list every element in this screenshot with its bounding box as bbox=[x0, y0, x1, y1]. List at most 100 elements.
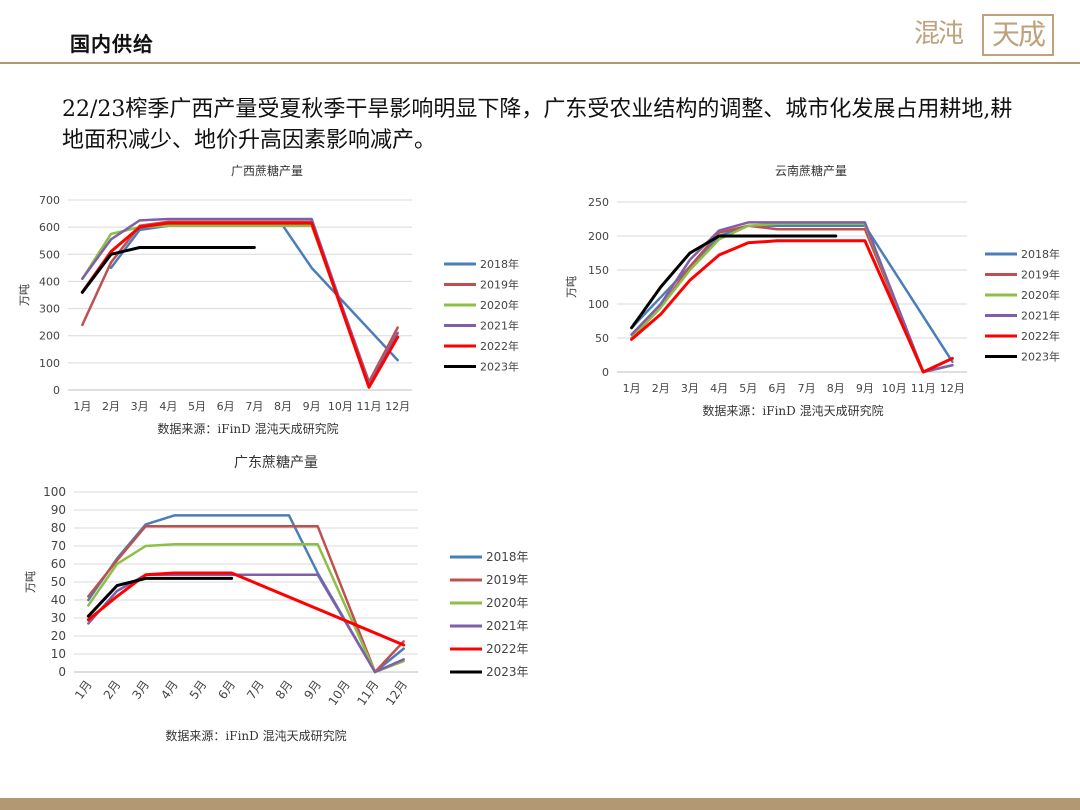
x-tick-label: 12月 bbox=[940, 382, 965, 395]
series-line-2023年 bbox=[86, 576, 234, 618]
x-tick-label: 1月 bbox=[72, 678, 95, 702]
chart-title: 云南蔗糖产量 bbox=[775, 163, 847, 178]
guangxi-sugar-chart: 广西蔗糖产量 万吨 0 100 200 300 400 500 600 700 1月 2月 3月 4月 5月… bbox=[18, 160, 530, 440]
x-tick-label: 7月 bbox=[244, 678, 267, 702]
x-tick-label: 11月 bbox=[354, 678, 381, 708]
x-tick-label: 1月 bbox=[623, 382, 641, 395]
x-tick-label: 8月 bbox=[274, 400, 292, 413]
y-tick-label: 300 bbox=[39, 303, 60, 316]
x-tick-label: 3月 bbox=[129, 678, 152, 702]
x-tick-label: 9月 bbox=[303, 400, 321, 413]
y-tick-label: 500 bbox=[39, 248, 60, 261]
legend-label: 2021年 bbox=[480, 319, 519, 333]
series-line-2023年 bbox=[630, 234, 838, 330]
y-tick-label: 10 bbox=[51, 647, 66, 661]
x-tick-label: 5月 bbox=[187, 678, 210, 702]
y-tick-label: 600 bbox=[39, 221, 60, 234]
yunnan-sugar-chart: 云南蔗糖产量 万吨 0 50 100 150 200 250 1月 2月 3月 4月 5月 6月 7月 8月 9… bbox=[565, 160, 1065, 420]
y-tick-label: 0 bbox=[53, 384, 60, 397]
legend-label: 2021年 bbox=[486, 619, 529, 633]
x-tick-label: 2月 bbox=[101, 678, 124, 702]
x-tick-label: 4月 bbox=[710, 382, 728, 395]
x-tick-label: 6月 bbox=[217, 400, 235, 413]
series-line-2022年 bbox=[80, 221, 400, 389]
y-tick-label: 200 bbox=[588, 230, 609, 243]
page-header: 国内供给 混沌 天成 bbox=[0, 0, 1080, 64]
y-tick-label: 0 bbox=[58, 665, 66, 679]
x-tick-label: 3月 bbox=[681, 382, 699, 395]
x-tick-label: 4月 bbox=[158, 678, 181, 702]
legend-label: 2018年 bbox=[486, 550, 529, 564]
legend-label: 2020年 bbox=[480, 298, 519, 312]
x-tick-label: 9月 bbox=[856, 382, 874, 395]
y-axis-label: 万吨 bbox=[24, 571, 37, 593]
legend-label: 2023年 bbox=[486, 665, 529, 679]
page-title: 国内供给 bbox=[70, 32, 154, 56]
y-tick-label: 40 bbox=[51, 593, 66, 607]
legend-label: 2020年 bbox=[1021, 288, 1060, 302]
chart-source: 数据来源：iFinD 混沌天成研究院 bbox=[702, 403, 883, 418]
legend-label: 2022年 bbox=[480, 339, 519, 353]
logo-right-text: 天成 bbox=[982, 14, 1054, 56]
y-tick-label: 60 bbox=[51, 557, 66, 571]
x-tick-label: 10月 bbox=[328, 400, 353, 413]
legend-label: 2019年 bbox=[486, 573, 529, 587]
legend-label: 2021年 bbox=[1021, 309, 1060, 323]
y-tick-label: 250 bbox=[588, 196, 609, 209]
y-axis-label: 万吨 bbox=[565, 276, 578, 298]
y-axis-label: 万吨 bbox=[18, 284, 31, 306]
x-tick-label: 10月 bbox=[882, 382, 907, 395]
x-tick-label: 7月 bbox=[245, 400, 263, 413]
series-line-2019年 bbox=[87, 524, 405, 674]
header-divider bbox=[0, 62, 1080, 64]
series-line-2019年 bbox=[81, 220, 399, 384]
x-tick-label: 3月 bbox=[131, 400, 149, 413]
y-tick-label: 20 bbox=[51, 629, 66, 643]
x-tick-label: 10月 bbox=[326, 678, 353, 708]
chart-title: 广东蔗糖产量 bbox=[234, 455, 318, 471]
x-tick-label: 8月 bbox=[273, 678, 296, 702]
y-tick-label: 30 bbox=[51, 611, 66, 625]
series-line-2023年 bbox=[80, 246, 256, 294]
x-tick-label: 1月 bbox=[73, 400, 91, 413]
x-tick-label: 8月 bbox=[827, 382, 845, 395]
legend-label: 2023年 bbox=[480, 360, 519, 374]
legend-label: 2023年 bbox=[1021, 350, 1060, 364]
series-line-2022年 bbox=[86, 571, 406, 647]
x-tick-label: 11月 bbox=[357, 400, 382, 413]
y-tick-label: 100 bbox=[39, 357, 60, 370]
y-tick-label: 50 bbox=[51, 575, 66, 589]
logo-left-text: 混沌 bbox=[914, 19, 964, 49]
intro-paragraph: 22/23榨季广西产量受夏秋季干旱影响明显下降，广东受农业结构的调整、城市化发展… bbox=[62, 97, 1013, 153]
legend-label: 2022年 bbox=[486, 642, 529, 656]
x-tick-label: 6月 bbox=[215, 678, 238, 702]
x-tick-label: 5月 bbox=[188, 400, 206, 413]
series-line-2020年 bbox=[630, 222, 954, 374]
x-tick-label: 12月 bbox=[385, 400, 410, 413]
chart-source: 数据来源：iFinD 混沌天成研究院 bbox=[165, 728, 346, 743]
x-tick-label: 12月 bbox=[383, 678, 410, 708]
x-tick-label: 4月 bbox=[159, 400, 177, 413]
series-line-2022年 bbox=[630, 239, 954, 374]
y-tick-label: 150 bbox=[588, 264, 609, 277]
series-line-2020年 bbox=[87, 542, 405, 674]
x-tick-label: 7月 bbox=[798, 382, 816, 395]
y-tick-label: 80 bbox=[51, 521, 66, 535]
footer-bar bbox=[0, 798, 1080, 810]
guangdong-sugar-chart: 广东蔗糖产量 万吨 0 10 20 30 40 50 60 70 80 90 100 1月 2月 3月 4月 5月… bbox=[20, 450, 540, 750]
company-logo: 混沌 天成 bbox=[914, 12, 1054, 56]
chart-source: 数据来源：iFinD 混沌天成研究院 bbox=[157, 421, 338, 436]
y-tick-label: 0 bbox=[602, 366, 609, 379]
x-tick-label: 9月 bbox=[301, 678, 324, 702]
legend-label: 2019年 bbox=[480, 278, 519, 292]
legend-label: 2022年 bbox=[1021, 329, 1060, 343]
x-tick-label: 2月 bbox=[652, 382, 670, 395]
legend-label: 2019年 bbox=[1021, 268, 1060, 282]
series-line-2021年 bbox=[630, 221, 954, 374]
legend-label: 2018年 bbox=[1021, 247, 1060, 261]
x-tick-label: 11月 bbox=[911, 382, 936, 395]
y-tick-label: 100 bbox=[588, 298, 609, 311]
x-tick-label: 2月 bbox=[102, 400, 120, 413]
